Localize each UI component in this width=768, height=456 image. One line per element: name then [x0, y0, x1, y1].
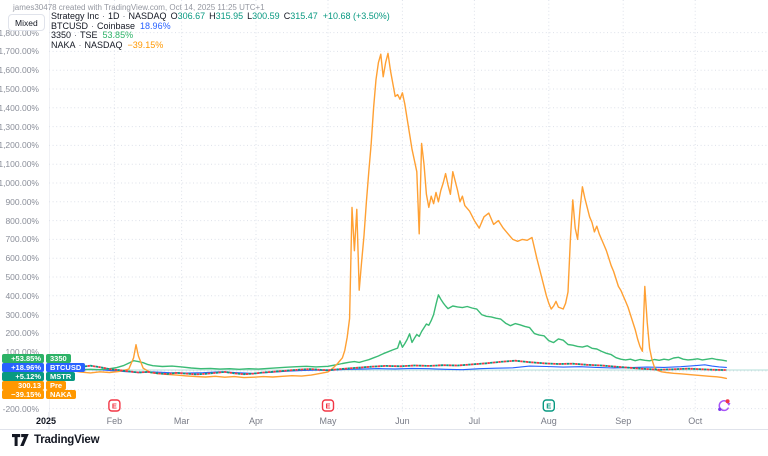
x-axis-month-label: Jun [395, 416, 410, 426]
svg-text:E: E [546, 402, 551, 411]
legend-compare-exchange: TSE [80, 30, 98, 41]
legend: Strategy Inc · 1D · NASDAQ O306.67 H315.95 L300… [51, 11, 390, 51]
legend-compare-exchange: Coinbase [97, 20, 136, 31]
x-axis-month-label: Jul [469, 416, 481, 426]
legend-row-main[interactable]: Strategy Inc · 1D · NASDAQ O306.67 H315.95 L300… [51, 11, 390, 22]
series-line-3350[interactable] [51, 294, 728, 372]
price-badge-symbol: NAKA [46, 389, 76, 399]
tradingview-logo-text: TradingView [34, 434, 100, 446]
ohlc-high-value: 315.95 [215, 11, 244, 21]
earnings-marker-may[interactable]: E [321, 399, 335, 412]
series-candles-mstr-up[interactable] [51, 359, 727, 376]
x-axis-month-label: Mar [174, 416, 190, 426]
y-axis-tick-label: 600.00% [5, 253, 39, 264]
earnings-marker-feb[interactable]: E [108, 399, 121, 412]
ohlc-close-key: C [283, 11, 291, 21]
price-scale[interactable]: 1,800.00% 1,700.00% 1,600.00% 1,500.00% 1,40… [0, 0, 49, 414]
price-badge-symbol: MSTR [46, 371, 76, 381]
x-axis-month-label: Aug [541, 416, 557, 426]
attribution-text: james30478 created with TradingView.com,… [13, 3, 265, 12]
legend-compare-value: 18.96% [140, 20, 171, 31]
legend-separator: · [102, 11, 106, 21]
y-axis-tick-label: 1,600.00% [0, 65, 39, 76]
ohlc-open-value: 306.67 [177, 11, 206, 21]
price-badge-naka: −39.15% NAKA [2, 389, 76, 399]
y-axis-tick-label: 500.00% [5, 272, 39, 282]
price-badge-value: −39.15% [2, 389, 44, 399]
x-axis-month-label: May [319, 416, 337, 426]
legend-row-btcusd[interactable]: BTCUSD · Coinbase 18.96% [51, 20, 390, 32]
y-axis-tick-label: 1,300.00% [0, 121, 39, 132]
series-line-naka[interactable] [51, 52, 728, 380]
legend-compare-symbol: BTCUSD [51, 20, 89, 31]
y-axis-tick-label: 1,500.00% [0, 84, 39, 94]
legend-separator: · [91, 20, 95, 31]
series-group [51, 52, 728, 380]
y-axis-tick-label: 200.00% [5, 328, 39, 339]
legend-compare-symbol: NAKA [51, 40, 76, 51]
price-badge-value: +5.12% [2, 371, 44, 381]
y-axis-tick-label: 100.00% [5, 347, 39, 358]
y-axis-tick-label: 300.00% [5, 309, 39, 320]
tradingview-logo-icon [12, 434, 29, 446]
y-axis-tick-label: 1,000.00% [0, 178, 39, 188]
legend-main-symbol: Strategy Inc [51, 11, 100, 21]
chart-canvas[interactable]: 2025 Feb Mar Apr May Jun Jul Aug Sep Oct E E E [0, 0, 768, 436]
price-badge-symbol: Pre [46, 380, 67, 390]
time-axis[interactable]: 2025 Feb Mar Apr May Jun Jul Aug Sep Oct [36, 416, 703, 426]
x-axis-month-label: Oct [688, 416, 703, 426]
price-badge-btcusd: +18.96% BTCUSD [2, 362, 86, 372]
legend-separator: · [78, 40, 82, 51]
ohlc-open-key: O [170, 11, 178, 21]
y-axis-tick-label: 400.00% [5, 290, 39, 301]
legend-separator: · [122, 11, 126, 21]
legend-compare-value: −39.15% [127, 40, 164, 51]
legend-compare-exchange: NASDAQ [84, 40, 123, 51]
ohlc-high-key: H [209, 11, 216, 21]
y-axis-tick-label: -200.00% [2, 403, 39, 414]
legend-main-change: +10.68 (+3.50%) [322, 11, 390, 21]
svg-text:E: E [325, 402, 330, 411]
x-axis-month-label: Apr [249, 416, 263, 426]
price-badge-symbol: 3350 [46, 353, 71, 363]
y-axis-tick-label: 1,700.00% [0, 46, 39, 57]
y-axis-tick-label: 900.00% [5, 196, 39, 207]
y-axis-tick-label: 1,800.00% [0, 27, 39, 38]
grid [48, 0, 768, 429]
legend-row-naka[interactable]: NAKA · NASDAQ −39.15% [51, 40, 390, 51]
price-badge-value: +53.85% [2, 353, 44, 363]
y-axis-tick-label: 800.00% [5, 215, 39, 226]
y-axis-tick-label: 1,400.00% [0, 102, 39, 113]
tradingview-logo[interactable]: TradingView [12, 434, 100, 446]
event-cycle-marker-oct[interactable] [718, 399, 731, 412]
earnings-marker-aug[interactable]: E [542, 399, 555, 412]
price-badge-pre: 300.13 Pre [2, 380, 67, 390]
y-axis-tick-label: 1,200.00% [0, 140, 39, 151]
price-badge-symbol: BTCUSD [46, 362, 86, 372]
x-axis-month-label: Sep [615, 416, 631, 426]
price-badge-3350: +53.85% 3350 [2, 353, 71, 363]
scale-mode-button[interactable]: Mixed [8, 14, 45, 31]
x-axis-month-label: Feb [107, 416, 123, 426]
price-badge-mstr: +5.12% MSTR [2, 371, 76, 381]
legend-compare-symbol: 3350 [51, 30, 72, 41]
ohlc-close-value: 315.47 [290, 11, 318, 21]
x-axis-year-label: 2025 [36, 416, 56, 426]
legend-main-exchange: NASDAQ [128, 11, 167, 21]
price-badge-value: 300.13 [2, 380, 44, 390]
y-axis-tick-label: 700.00% [5, 234, 39, 245]
svg-text:E: E [112, 402, 117, 411]
legend-compare-value: 53.85% [102, 30, 134, 41]
legend-separator: · [74, 30, 78, 41]
legend-main-interval: 1D [108, 11, 120, 21]
scale-mode-label: Mixed [15, 17, 38, 28]
price-badge-value: +18.96% [2, 362, 44, 372]
legend-row-3350[interactable]: 3350 · TSE 53.85% [51, 31, 390, 41]
ohlc-low-key: L [247, 11, 253, 21]
ohlc-low-value: 300.59 [252, 11, 280, 21]
y-axis-tick-label: 1,100.00% [0, 159, 39, 170]
series-candles-mstr-down[interactable] [51, 359, 727, 376]
